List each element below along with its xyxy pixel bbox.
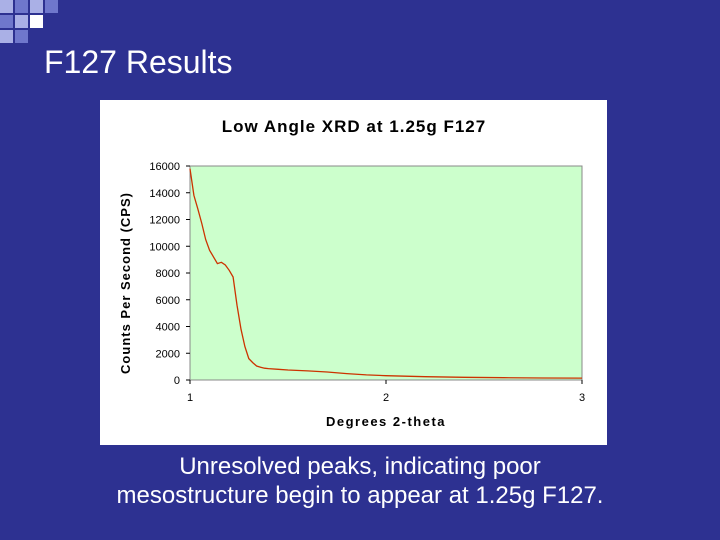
series-layer (189, 168, 583, 379)
x-tick-label: 3 (579, 392, 585, 404)
x-tick-label: 2 (383, 392, 389, 404)
corner-decoration (0, 0, 58, 43)
x-axis: 1 2 3 (187, 380, 585, 404)
slide-title: F127 Results (44, 44, 233, 80)
y-axis: 0 2000 4000 6000 8000 10000 12000 14000 16000 (149, 161, 190, 387)
corner-square (0, 0, 13, 13)
corner-square (0, 15, 13, 28)
plot-area (189, 165, 583, 381)
corner-square (0, 30, 13, 43)
y-tick-label: 4000 (156, 322, 180, 334)
corner-square (15, 30, 28, 43)
y-tick-label: 14000 (149, 188, 180, 200)
chart-title: Low Angle XRD at 1.25g F127 (222, 117, 486, 136)
caption-line-1: Unresolved peaks, indicating poor (179, 453, 541, 480)
y-axis-label: Counts Per Second (CPS) (118, 192, 133, 374)
y-tick-label: 6000 (156, 295, 180, 307)
slide-caption: Unresolved peaks, indicating poor mesost… (0, 452, 720, 510)
y-tick-label: 8000 (156, 268, 180, 280)
y-tick-label: 16000 (149, 161, 180, 173)
y-tick-label: 0 (174, 375, 180, 387)
corner-square (15, 0, 28, 13)
corner-square (45, 0, 58, 13)
corner-square (30, 15, 43, 28)
series-line (189, 168, 583, 379)
xrd-chart: Low Angle XRD at 1.25g F127 0 2000 4000 600… (118, 117, 585, 429)
chart-panel: Low Angle XRD at 1.25g F127 0 2000 4000 600… (100, 100, 607, 445)
corner-square (15, 15, 28, 28)
y-tick-label: 12000 (149, 215, 180, 227)
y-tick-label: 10000 (149, 241, 180, 253)
caption-line-2: mesostructure begin to appear at 1.25g F… (116, 482, 604, 509)
x-tick-label: 1 (187, 392, 193, 404)
y-tick-label: 2000 (156, 348, 180, 360)
corner-square (30, 0, 43, 13)
x-axis-label: Degrees 2-theta (326, 414, 446, 429)
